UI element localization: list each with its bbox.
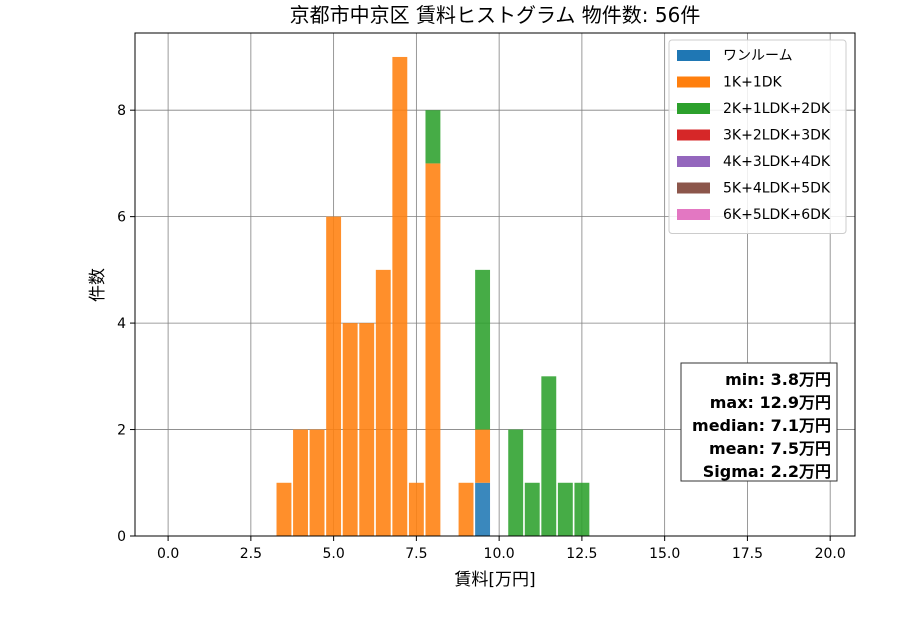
histogram-bar (475, 482, 491, 536)
x-tick-label: 17.5 (732, 546, 763, 562)
legend-entry: 3K+2LDK+3DK (723, 128, 831, 144)
histogram-bar (508, 429, 524, 536)
y-tick-label: 8 (117, 103, 126, 119)
histogram-bar (326, 216, 342, 536)
histogram-bar (425, 110, 441, 164)
stats-line: mean: 7.5万円 (709, 439, 831, 458)
stats-line: Sigma: 2.2万円 (703, 462, 831, 481)
histogram-bars (276, 56, 590, 536)
legend-entry: 6K+5LDK+6DK (723, 207, 831, 223)
histogram-bar (524, 482, 540, 536)
histogram-bar (541, 376, 557, 536)
x-axis-ticks: 0.0 2.5 5.0 7.5 10.0 12.5 15.0 17.5 20.0 (157, 536, 846, 562)
histogram-bar (574, 482, 590, 536)
stats-box (680, 362, 838, 482)
histogram-bar (359, 323, 375, 536)
y-axis-ticks: 0 2 4 6 8 (117, 103, 135, 545)
legend-swatch (677, 209, 710, 220)
histogram-bar (557, 482, 573, 536)
legend-swatch (677, 50, 710, 61)
histogram-bar (392, 56, 408, 536)
stats-line: median: 7.1万円 (692, 416, 831, 435)
x-tick-label: 20.0 (815, 546, 846, 562)
histogram-bar (408, 482, 424, 536)
legend: ワンルーム 1K+1DK 2K+1LDK+2DK 3K+2LDK+3DK 4K+3LDK… (668, 39, 847, 234)
legend-frame (668, 39, 847, 234)
x-tick-label: 12.5 (566, 546, 597, 562)
histogram-bar (276, 482, 292, 536)
legend-entry: 4K+3LDK+4DK (723, 154, 831, 170)
legend-entry: 1K+1DK (723, 75, 783, 91)
histogram-bar (309, 429, 325, 536)
x-tick-label: 10.0 (484, 546, 515, 562)
stats-line: min: 3.8万円 (725, 370, 831, 389)
legend-entry: 2K+1LDK+2DK (723, 101, 831, 117)
histogram-bar (342, 323, 358, 536)
x-tick-label: 2.5 (240, 546, 262, 562)
y-tick-label: 6 (117, 210, 126, 226)
x-tick-label: 5.0 (322, 546, 344, 562)
legend-swatch (677, 156, 710, 167)
x-tick-label: 7.5 (405, 546, 427, 562)
histogram-bar (458, 482, 474, 536)
stats-annotation: min: 3.8万円 max: 12.9万円 median: 7.1万円 mean: … (680, 362, 838, 482)
y-axis-label: 件数 (88, 268, 108, 302)
x-tick-label: 0.0 (157, 546, 179, 562)
histogram-bar (475, 269, 491, 430)
histogram-bar (375, 269, 391, 536)
legend-entry: ワンルーム (723, 48, 793, 64)
x-axis-label: 賃料[万円] (454, 570, 535, 590)
plot-area-frame (134, 32, 856, 537)
legend-swatch (677, 129, 710, 141)
histogram-bar (475, 429, 491, 483)
legend-swatch (677, 182, 710, 194)
legend-swatch (677, 103, 710, 114)
legend-entry: 5K+4LDK+5DK (723, 181, 831, 197)
y-tick-label: 4 (117, 316, 126, 332)
legend-swatch (677, 76, 710, 88)
stats-line: max: 12.9万円 (710, 393, 831, 412)
histogram-bar (425, 163, 441, 536)
y-tick-label: 0 (117, 529, 126, 545)
chart-title: 京都市中京区 賃料ヒストグラム 物件数: 56件 (290, 3, 701, 27)
y-tick-label: 2 (117, 423, 126, 439)
x-tick-label: 15.0 (649, 546, 680, 562)
histogram-bar (293, 429, 308, 536)
